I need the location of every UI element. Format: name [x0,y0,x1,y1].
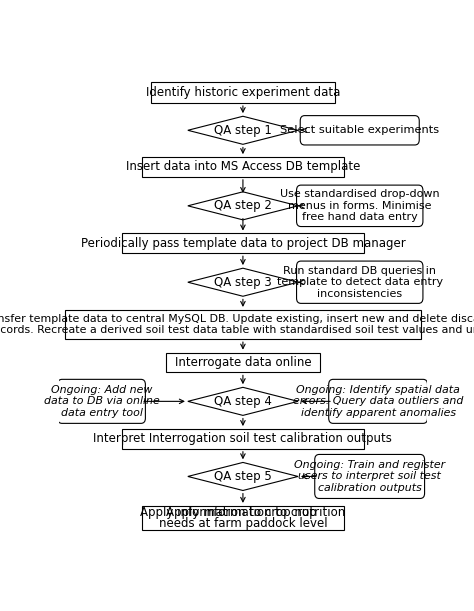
FancyBboxPatch shape [166,353,320,373]
Text: QA step 1: QA step 1 [214,124,272,137]
FancyBboxPatch shape [122,429,364,449]
FancyBboxPatch shape [300,115,419,145]
Text: Interrogate data online: Interrogate data online [174,356,311,369]
Text: needs at farm paddock level: needs at farm paddock level [159,517,327,530]
Text: Identify historic experiment data: Identify historic experiment data [146,86,340,99]
Text: QA step 5: QA step 5 [214,470,272,483]
Text: Ongoing: Add new
data to DB via online
data entry tool: Ongoing: Add new data to DB via online d… [44,385,159,418]
Text: Transfer template data to central MySQL DB. Update existing, insert new and dele: Transfer template data to central MySQL … [0,313,474,335]
Polygon shape [188,463,298,491]
FancyBboxPatch shape [58,379,146,423]
Text: Run standard DB queries in
template to detect data entry
inconsistencies: Run standard DB queries in template to d… [277,266,443,299]
Text: Ongoing: Train and register
users to interpret soil test
calibration outputs: Ongoing: Train and register users to int… [294,460,445,493]
Text: QA step 2: QA step 2 [214,199,272,213]
FancyBboxPatch shape [142,157,344,177]
FancyBboxPatch shape [328,379,428,423]
Text: Ongoing: Identify spatial data
errors. Query data outliers and
identify apparent: Ongoing: Identify spatial data errors. Q… [293,385,463,418]
FancyBboxPatch shape [297,261,423,304]
FancyBboxPatch shape [297,185,423,227]
FancyBboxPatch shape [65,310,421,339]
FancyBboxPatch shape [315,455,425,499]
Text: Use standardised drop-down
menus in forms. Minimise
free hand data entry: Use standardised drop-down menus in form… [280,189,439,222]
Text: Apply information to crop nutrition: Apply information to crop nutrition [140,506,346,519]
FancyBboxPatch shape [142,506,344,530]
Text: Insert data into MS Access DB template: Insert data into MS Access DB template [126,161,360,174]
Text: QA step 4: QA step 4 [214,395,272,408]
Text: Periodically pass template data to project DB manager: Periodically pass template data to proje… [81,237,405,250]
Text: Select suitable experiments: Select suitable experiments [280,125,439,135]
Text: Interpret Interrogation soil test calibration outputs: Interpret Interrogation soil test calibr… [93,433,392,445]
Text: QA step 3: QA step 3 [214,276,272,289]
Polygon shape [188,192,298,220]
FancyBboxPatch shape [151,82,335,103]
Polygon shape [188,268,298,296]
Polygon shape [188,387,298,415]
FancyBboxPatch shape [122,233,364,254]
Polygon shape [188,116,298,144]
Text: Apply information to crop: Apply information to crop [166,506,320,519]
